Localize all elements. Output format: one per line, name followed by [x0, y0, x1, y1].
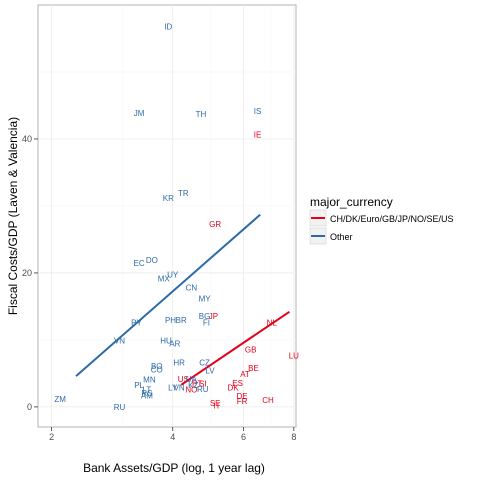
point-label: RS: [141, 389, 152, 398]
y-tick-label: 40: [22, 134, 32, 144]
point-label: NO: [185, 385, 197, 394]
point-label: VN: [114, 337, 125, 346]
legend-label-euro: CH/DK/Euro/GB/JP/NO/SE/US: [330, 214, 454, 224]
y-axis-ticks: 0 20 40: [22, 134, 38, 412]
legend-label-other: Other: [330, 232, 353, 242]
point-label: LU: [289, 351, 299, 360]
point-label: BR: [176, 316, 187, 325]
point-label: FR: [237, 397, 248, 406]
point-label: LV: [205, 367, 215, 376]
point-label: IT: [213, 402, 220, 411]
x-tick-label: 8: [291, 432, 296, 442]
point-label: NL: [267, 319, 278, 328]
point-label: CN: [186, 284, 198, 293]
point-label: AT: [240, 370, 250, 379]
point-label: AR: [169, 339, 180, 348]
x-tick-label: 4: [170, 432, 175, 442]
point-label: RU: [114, 403, 126, 412]
point-label: TR: [178, 189, 189, 198]
point-label: JM: [134, 109, 145, 118]
point-label: PT: [192, 379, 202, 388]
point-label: ZM: [54, 395, 66, 404]
point-label: IS: [254, 107, 262, 116]
x-tick-label: 2: [49, 432, 54, 442]
point-label: DK: [228, 383, 240, 392]
point-label: BO: [151, 362, 163, 371]
point-label: TH: [196, 110, 207, 119]
point-label: SI: [199, 379, 207, 388]
point-label: CO: [151, 365, 163, 374]
point-label: CZ: [199, 359, 210, 368]
point-label: KZ: [188, 381, 198, 390]
point-label: GR: [209, 220, 221, 229]
point-label: DE: [237, 392, 248, 401]
point-label: LY: [168, 383, 178, 392]
point-label: MX: [158, 274, 171, 283]
point-label: GB: [245, 345, 257, 354]
x-axis-ticks: 2 4 6 8: [49, 427, 296, 442]
point-label: ES: [232, 379, 243, 388]
x-axis-label: Bank Assets/GDP (log, 1 year lag): [83, 461, 265, 475]
point-label: PH: [165, 316, 176, 325]
point-label: PL: [134, 381, 144, 390]
point-label: IE: [254, 130, 262, 139]
point-label: HR: [173, 359, 185, 368]
point-label: AM: [141, 392, 153, 401]
point-label: FI: [203, 319, 210, 328]
point-label: DO: [146, 256, 158, 265]
point-label: EC: [134, 259, 145, 268]
point-label: JP: [209, 312, 218, 321]
legend: major_currency CH/DK/Euro/GB/JP/NO/SE/US…: [309, 195, 454, 245]
y-tick-label: 20: [22, 268, 32, 278]
point-label: US: [178, 375, 189, 384]
point-label: HU: [160, 337, 172, 346]
point-label: ID: [164, 22, 172, 31]
plot-panel: [37, 4, 297, 428]
point-label: MY: [199, 294, 212, 303]
point-label: CH: [262, 396, 274, 405]
point-label: BE: [248, 364, 259, 373]
point-label: BG: [199, 312, 211, 321]
y-axis-label: Fiscal Costs/GDP (Laven & Valencia): [6, 117, 20, 315]
x-tick-label: 6: [241, 432, 246, 442]
gridlines: [38, 5, 296, 427]
y-tick-label: 0: [27, 402, 32, 412]
point-label: UA: [186, 375, 198, 384]
point-label: MN: [143, 375, 156, 384]
trend-line: [180, 310, 290, 386]
trend-line: [75, 213, 261, 377]
point-label: LT: [143, 385, 152, 394]
legend-title: major_currency: [310, 195, 393, 209]
point-label: SE: [210, 399, 221, 408]
trend-lines: [75, 213, 290, 386]
point-label: RU: [197, 385, 209, 394]
point-label: PY: [131, 319, 142, 328]
point-label: VN: [174, 383, 185, 392]
point-label: KR: [163, 194, 174, 203]
point-label: UY: [167, 270, 179, 279]
